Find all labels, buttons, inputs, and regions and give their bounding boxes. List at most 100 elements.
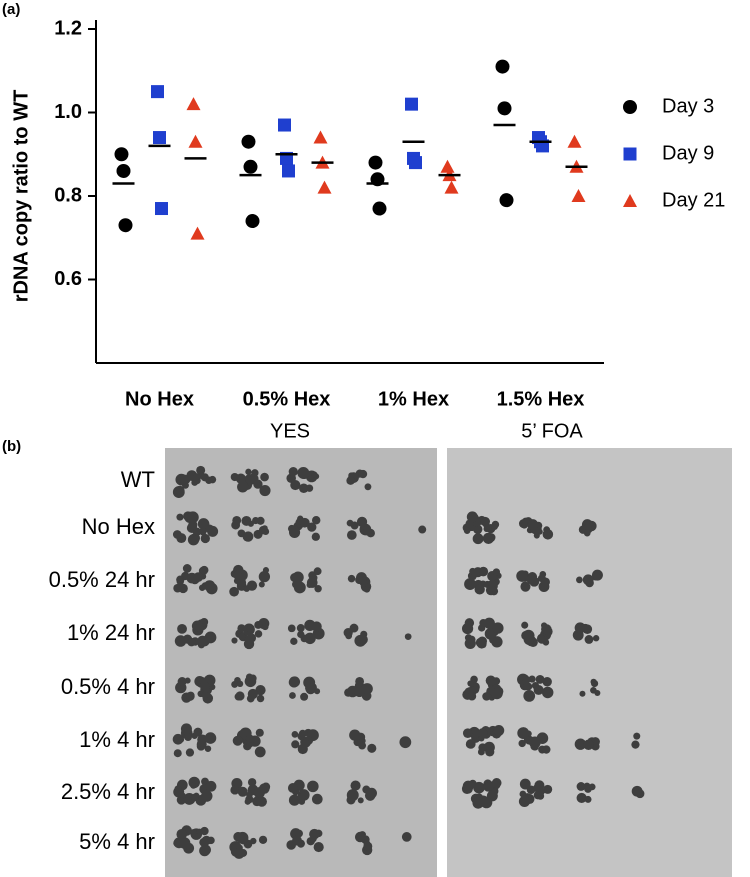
colony <box>173 735 182 743</box>
colony <box>479 567 486 575</box>
colony <box>311 793 323 805</box>
colony <box>521 521 529 529</box>
colony <box>526 574 537 585</box>
marker <box>151 85 164 99</box>
marker <box>114 147 129 162</box>
colony <box>401 832 412 842</box>
colony <box>176 533 187 544</box>
colony <box>177 676 187 687</box>
colony <box>199 527 207 536</box>
marker <box>317 180 332 194</box>
legend-marker <box>623 147 637 161</box>
colony <box>193 572 204 582</box>
colony <box>464 634 473 642</box>
row-label: 2.5% 4 hr <box>61 779 155 804</box>
colony <box>483 617 495 629</box>
colony <box>246 580 258 591</box>
colony <box>296 624 305 633</box>
row-label: WT <box>121 467 155 492</box>
colony <box>527 519 539 531</box>
colony <box>523 690 536 702</box>
row-label: 0.5% 24 hr <box>49 567 155 592</box>
colony <box>465 624 473 632</box>
colony <box>246 791 253 799</box>
colony <box>476 638 487 649</box>
colony <box>313 842 324 853</box>
colony <box>311 532 320 541</box>
legend-label: Day 3 <box>662 95 714 117</box>
colony <box>355 575 364 585</box>
colony <box>484 781 494 791</box>
colony <box>300 692 309 701</box>
colony <box>488 633 496 641</box>
colony <box>363 527 371 536</box>
colony <box>308 571 317 580</box>
plate-foa <box>447 448 732 877</box>
colony <box>472 797 484 809</box>
marker <box>495 59 510 74</box>
colony <box>247 778 257 787</box>
colony <box>358 469 368 479</box>
y-axis-title: rDNA copy ratio to WT <box>10 90 32 303</box>
colony <box>232 735 243 746</box>
colony <box>199 837 208 847</box>
colony <box>237 786 248 797</box>
colony <box>200 844 211 856</box>
colony <box>255 728 264 737</box>
colony <box>253 479 263 489</box>
colony <box>480 516 490 527</box>
colony <box>543 784 553 794</box>
colony <box>522 678 530 686</box>
colony <box>233 571 243 580</box>
colony <box>179 792 186 799</box>
colony <box>463 784 473 794</box>
colony <box>482 692 491 701</box>
colony <box>363 585 371 593</box>
colony <box>298 468 310 480</box>
colony <box>289 692 296 699</box>
colony <box>517 727 530 739</box>
plate-title: 5’ FOA <box>521 420 583 442</box>
colony <box>491 520 500 529</box>
colony <box>242 532 253 542</box>
colony <box>344 688 353 697</box>
marker <box>497 101 512 116</box>
colony <box>290 479 301 491</box>
colony <box>347 574 356 583</box>
colony <box>523 736 531 743</box>
colony <box>237 624 246 633</box>
y-tick-label: 0.8 <box>54 184 82 206</box>
colony <box>244 475 253 484</box>
colony <box>576 576 583 584</box>
colony <box>467 691 477 701</box>
colony <box>205 476 213 484</box>
colony <box>492 622 504 634</box>
colony <box>350 521 359 530</box>
colony <box>255 685 266 696</box>
colony <box>542 639 550 646</box>
marker <box>499 193 514 208</box>
colony <box>179 474 189 484</box>
colony <box>292 571 304 584</box>
marker <box>186 97 201 111</box>
colony <box>187 534 200 546</box>
colony <box>259 484 271 497</box>
colony <box>492 568 501 576</box>
colony <box>289 676 301 688</box>
colony <box>465 739 476 749</box>
x-tick-label: 0.5% Hex <box>243 388 331 410</box>
marker <box>440 159 455 173</box>
colony <box>488 686 495 694</box>
colony <box>207 525 219 537</box>
colony <box>230 785 240 795</box>
colony <box>349 729 361 741</box>
colony <box>258 835 268 845</box>
colony <box>474 584 485 595</box>
colony <box>198 735 207 744</box>
marker <box>372 201 387 216</box>
colony <box>367 743 377 753</box>
colony <box>261 623 269 631</box>
colony <box>532 784 541 793</box>
colony <box>307 522 317 532</box>
